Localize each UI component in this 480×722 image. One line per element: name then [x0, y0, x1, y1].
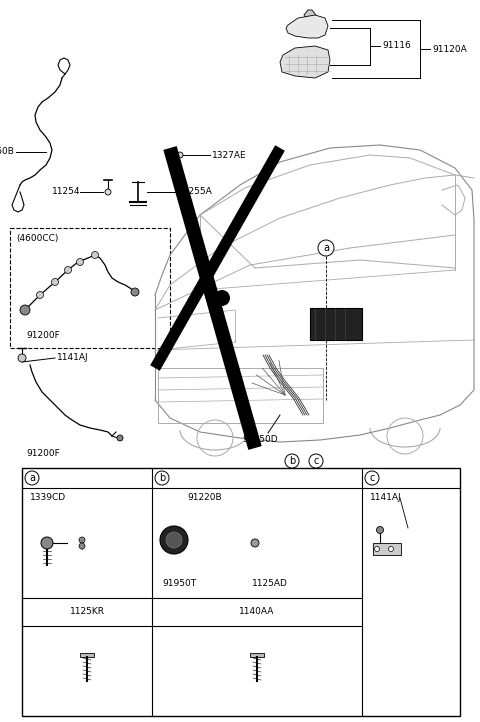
Circle shape — [92, 251, 98, 258]
Circle shape — [309, 454, 323, 468]
Circle shape — [64, 266, 72, 274]
Polygon shape — [65, 539, 79, 547]
Circle shape — [105, 189, 111, 195]
Polygon shape — [286, 15, 328, 38]
Circle shape — [155, 471, 169, 485]
Text: 1140AA: 1140AA — [240, 607, 275, 617]
Text: 91255A: 91255A — [177, 188, 212, 196]
Bar — [158, 368, 323, 423]
Text: c: c — [369, 473, 375, 483]
Text: c: c — [313, 456, 319, 466]
Bar — [250, 653, 264, 657]
Bar — [310, 308, 362, 340]
Circle shape — [117, 435, 123, 441]
Circle shape — [365, 471, 379, 485]
Circle shape — [131, 288, 139, 296]
Text: 91860B: 91860B — [0, 147, 14, 157]
Text: 1125KR: 1125KR — [70, 607, 105, 617]
Polygon shape — [252, 646, 262, 653]
Circle shape — [160, 526, 188, 554]
Text: 91200F: 91200F — [26, 331, 60, 339]
Circle shape — [388, 547, 394, 552]
Text: 1141AJ: 1141AJ — [370, 494, 402, 503]
Text: 91200F: 91200F — [26, 448, 60, 458]
Text: a: a — [29, 473, 35, 483]
Bar — [22, 468, 460, 716]
Circle shape — [51, 279, 59, 285]
Circle shape — [41, 537, 53, 549]
Circle shape — [318, 240, 334, 256]
Bar — [80, 653, 94, 657]
Text: 91116: 91116 — [382, 41, 411, 51]
Circle shape — [376, 526, 384, 534]
Bar — [373, 543, 401, 555]
Circle shape — [214, 290, 230, 306]
Circle shape — [166, 532, 182, 548]
Circle shape — [36, 292, 44, 298]
Circle shape — [20, 305, 30, 315]
Circle shape — [25, 471, 39, 485]
Circle shape — [18, 354, 26, 362]
Polygon shape — [304, 10, 316, 19]
Polygon shape — [249, 508, 272, 541]
Polygon shape — [162, 538, 192, 553]
Text: 1339CD: 1339CD — [30, 494, 66, 503]
Text: 11254: 11254 — [52, 188, 81, 196]
Circle shape — [374, 547, 380, 552]
Circle shape — [285, 454, 299, 468]
Circle shape — [251, 539, 259, 547]
Text: 1141AJ: 1141AJ — [57, 354, 89, 362]
Text: 91120A: 91120A — [432, 45, 467, 53]
Circle shape — [177, 152, 183, 158]
Text: 91850D: 91850D — [242, 435, 277, 445]
Circle shape — [79, 537, 85, 543]
Polygon shape — [82, 646, 92, 653]
Text: 1327AE: 1327AE — [212, 150, 247, 160]
Text: 91950T: 91950T — [162, 578, 196, 588]
Text: 1125AD: 1125AD — [252, 578, 288, 588]
Text: b: b — [289, 456, 295, 466]
Polygon shape — [280, 46, 330, 78]
Text: a: a — [323, 243, 329, 253]
Text: 91220B: 91220B — [187, 494, 222, 503]
Text: b: b — [159, 473, 165, 483]
Circle shape — [76, 258, 84, 266]
Bar — [10, 228, 170, 348]
Circle shape — [79, 543, 85, 549]
Text: (4600CC): (4600CC) — [16, 233, 59, 243]
